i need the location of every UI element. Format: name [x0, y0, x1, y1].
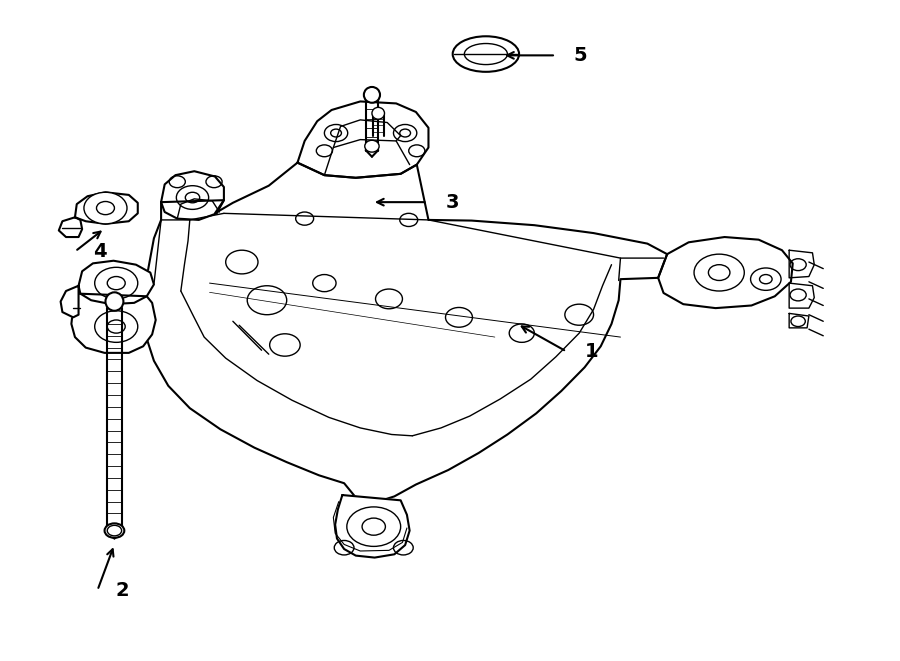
Ellipse shape: [104, 524, 124, 538]
Ellipse shape: [364, 140, 379, 152]
Text: 4: 4: [93, 242, 106, 261]
Polygon shape: [75, 192, 138, 224]
Polygon shape: [71, 293, 156, 353]
Polygon shape: [143, 163, 667, 503]
Polygon shape: [789, 283, 814, 308]
Polygon shape: [78, 260, 154, 304]
Polygon shape: [58, 217, 82, 237]
Ellipse shape: [372, 107, 384, 119]
Polygon shape: [658, 237, 793, 308]
Polygon shape: [789, 251, 814, 278]
Text: 5: 5: [574, 46, 588, 65]
Polygon shape: [789, 313, 809, 328]
Polygon shape: [298, 101, 428, 178]
Text: 2: 2: [115, 581, 129, 600]
Polygon shape: [161, 171, 224, 220]
Text: 1: 1: [585, 342, 598, 361]
Ellipse shape: [364, 87, 380, 102]
Circle shape: [84, 192, 127, 224]
Ellipse shape: [105, 292, 123, 311]
Ellipse shape: [453, 36, 519, 72]
Polygon shape: [60, 286, 78, 317]
Polygon shape: [335, 495, 410, 558]
Text: 3: 3: [446, 192, 459, 212]
